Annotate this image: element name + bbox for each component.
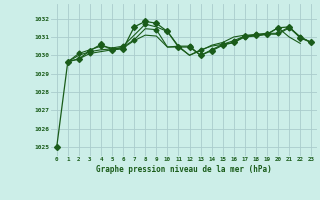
X-axis label: Graphe pression niveau de la mer (hPa): Graphe pression niveau de la mer (hPa) (96, 165, 272, 174)
